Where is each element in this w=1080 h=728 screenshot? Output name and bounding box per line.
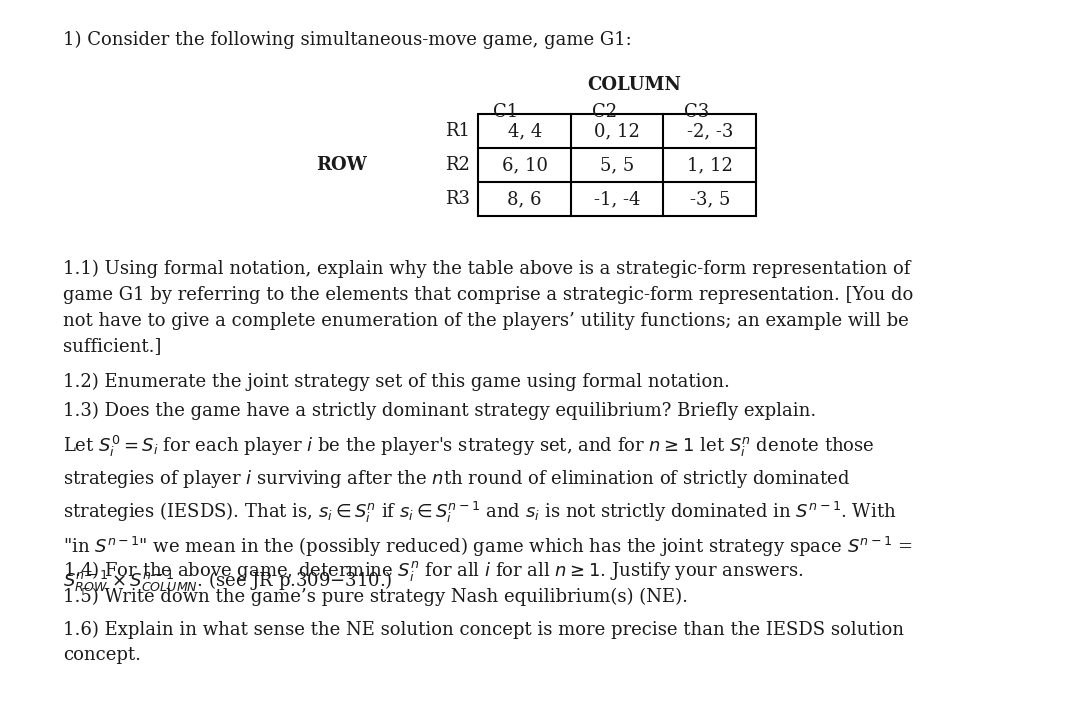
Text: R1: R1 — [445, 122, 470, 140]
Text: R2: R2 — [445, 157, 470, 174]
Text: -2, -3: -2, -3 — [687, 122, 733, 141]
Text: C2: C2 — [592, 103, 618, 122]
Text: -3, 5: -3, 5 — [689, 190, 730, 208]
Text: C3: C3 — [684, 103, 710, 122]
Text: COLUMN: COLUMN — [586, 76, 681, 95]
Text: 1.2) Enumerate the joint strategy set of this game using formal notation.: 1.2) Enumerate the joint strategy set of… — [63, 373, 729, 391]
Text: ROW: ROW — [316, 157, 367, 174]
Text: 5, 5: 5, 5 — [600, 157, 634, 174]
Text: 4, 4: 4, 4 — [508, 122, 542, 141]
Text: 6, 10: 6, 10 — [502, 157, 548, 174]
Text: C1: C1 — [492, 103, 518, 122]
Text: R3: R3 — [445, 191, 470, 208]
Text: 1.5) Write down the game’s pure strategy Nash equilibrium(s) (NE).: 1.5) Write down the game’s pure strategy… — [63, 588, 688, 606]
Text: 8, 6: 8, 6 — [508, 190, 542, 208]
Text: 1, 12: 1, 12 — [687, 157, 732, 174]
Text: 0, 12: 0, 12 — [594, 122, 640, 141]
Text: 1.1) Using formal notation, explain why the table above is a strategic-form repr: 1.1) Using formal notation, explain why … — [63, 260, 913, 355]
Text: Let $S_i^0 = S_i$ for each player $i$ be the player's strategy set, and for $n \: Let $S_i^0 = S_i$ for each player $i$ be… — [63, 434, 913, 594]
Text: 1.4) For the above game, determine $S_i^n$ for all $i$ for all $n \geq 1$. Justi: 1.4) For the above game, determine $S_i^… — [63, 559, 804, 583]
Text: 1.6) Explain in what sense the NE solution concept is more precise than the IESD: 1.6) Explain in what sense the NE soluti… — [63, 620, 904, 664]
Text: -1, -4: -1, -4 — [594, 190, 640, 208]
Text: 1) Consider the following simultaneous-move game, game G1:: 1) Consider the following simultaneous-m… — [63, 31, 632, 49]
Text: 1.3) Does the game have a strictly dominant strategy equilibrium? Briefly explai: 1.3) Does the game have a strictly domin… — [63, 402, 815, 420]
